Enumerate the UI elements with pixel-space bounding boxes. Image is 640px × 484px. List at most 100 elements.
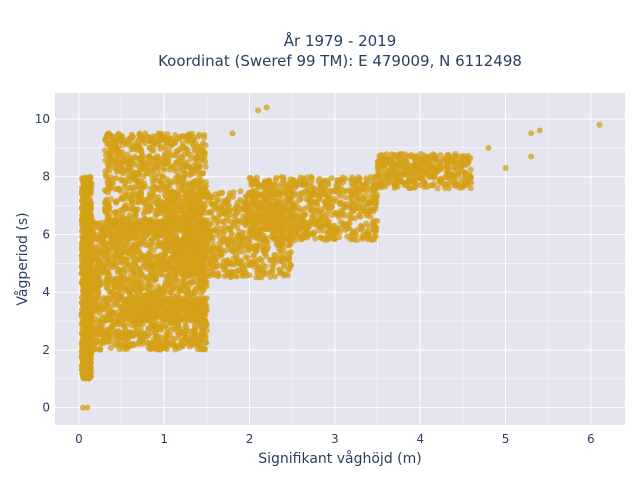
data-point	[229, 246, 235, 252]
data-point	[196, 227, 202, 233]
data-point	[96, 305, 102, 311]
data-point	[251, 215, 257, 221]
data-point	[173, 233, 179, 239]
data-point	[220, 198, 226, 204]
data-point	[111, 240, 117, 246]
data-point	[257, 256, 263, 262]
data-point	[123, 242, 129, 248]
data-point	[151, 229, 157, 235]
data-point	[327, 230, 333, 236]
data-point	[189, 336, 195, 342]
data-point	[154, 184, 160, 190]
data-point	[165, 281, 171, 287]
data-point	[95, 273, 101, 279]
data-point	[123, 193, 129, 199]
data-point	[296, 191, 302, 197]
data-point	[261, 205, 267, 211]
data-point	[255, 183, 261, 189]
data-point	[118, 343, 124, 349]
data-point	[243, 254, 249, 260]
data-point	[304, 175, 310, 181]
data-point	[183, 324, 189, 330]
data-point	[159, 158, 165, 164]
data-point	[263, 247, 269, 253]
data-point	[222, 224, 228, 230]
data-point	[139, 152, 145, 158]
data-point	[237, 229, 243, 235]
data-point	[203, 231, 209, 237]
data-point	[243, 269, 249, 275]
data-point	[239, 205, 245, 211]
data-point	[310, 209, 316, 215]
data-point	[220, 236, 226, 242]
data-point	[254, 228, 260, 234]
data-point	[247, 262, 253, 268]
data-point	[80, 266, 86, 272]
data-point	[103, 197, 109, 203]
data-point	[178, 263, 184, 269]
data-point	[184, 267, 190, 273]
data-point	[197, 286, 203, 292]
data-point	[151, 176, 157, 182]
data-point	[348, 177, 354, 183]
data-point	[241, 249, 247, 255]
data-point	[145, 230, 151, 236]
data-point	[115, 132, 121, 138]
data-point	[224, 215, 230, 221]
data-point	[114, 245, 120, 251]
data-point	[223, 267, 229, 273]
data-point	[147, 291, 153, 297]
data-point	[204, 283, 210, 289]
data-point	[161, 249, 167, 255]
data-point	[151, 140, 157, 146]
data-point	[127, 159, 133, 165]
data-point	[164, 190, 170, 196]
data-point	[206, 273, 212, 279]
data-point	[131, 241, 137, 247]
data-point	[335, 214, 341, 220]
data-point	[137, 286, 143, 292]
data-point	[118, 137, 124, 143]
data-point	[85, 182, 91, 188]
data-point	[161, 167, 167, 173]
data-point	[281, 234, 287, 240]
data-point	[131, 254, 137, 260]
data-point	[123, 217, 129, 223]
data-point	[106, 313, 112, 319]
data-point	[190, 279, 196, 285]
data-point	[191, 250, 197, 256]
data-point	[357, 180, 363, 186]
data-point	[150, 148, 156, 154]
data-point	[318, 206, 324, 212]
data-point	[364, 180, 370, 186]
data-point	[165, 274, 171, 280]
data-point	[106, 247, 112, 253]
data-point	[358, 214, 364, 220]
data-point	[335, 179, 341, 185]
data-point	[108, 345, 114, 351]
data-point	[184, 188, 190, 194]
data-point	[80, 207, 86, 213]
data-point	[136, 137, 142, 143]
data-point	[201, 132, 207, 138]
data-point	[188, 169, 194, 175]
data-point	[254, 248, 260, 254]
data-point	[312, 200, 318, 206]
data-point	[144, 160, 150, 166]
data-point	[258, 236, 264, 242]
data-point	[178, 338, 184, 344]
data-point	[351, 192, 357, 198]
data-point	[156, 257, 162, 263]
data-point	[172, 346, 178, 352]
data-point	[164, 346, 170, 352]
data-point	[181, 162, 187, 168]
data-point	[290, 218, 296, 224]
data-point	[309, 190, 315, 196]
data-point	[277, 199, 283, 205]
data-point	[102, 338, 108, 344]
data-point	[287, 176, 293, 182]
data-point	[122, 333, 128, 339]
data-point	[186, 131, 192, 137]
data-point	[146, 208, 152, 214]
data-point	[157, 344, 163, 350]
